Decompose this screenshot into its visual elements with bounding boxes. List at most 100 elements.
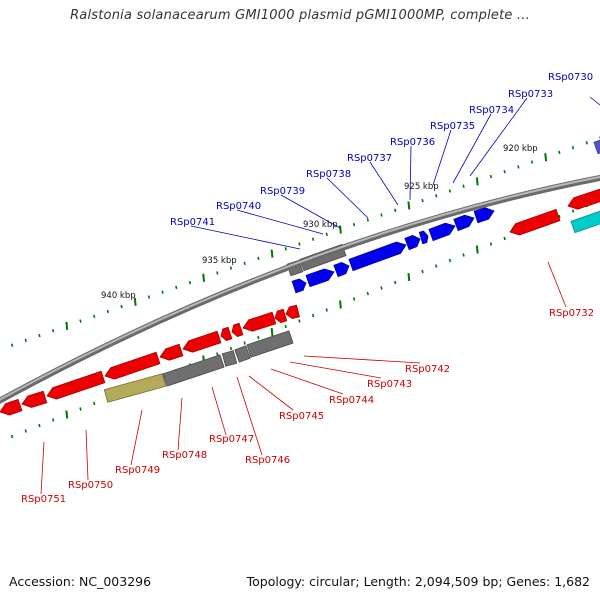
scale-tick — [229, 346, 233, 351]
scale-labels: 920 kbp 925 kbp 930 kbp 935 kbp 940 kbp — [101, 144, 538, 301]
gene-rsp0745 — [242, 311, 277, 332]
gene-rsp0735 — [428, 222, 456, 242]
scale-tick — [106, 309, 110, 314]
scale-tick — [393, 280, 397, 285]
leader-line — [190, 225, 301, 250]
scale-tick — [202, 273, 206, 282]
label-leader-lines — [40, 96, 600, 495]
scale-tick — [270, 327, 274, 337]
forward-gene-label: RSp0735 — [430, 121, 475, 132]
scale-tick — [24, 429, 27, 433]
scale-tick — [311, 237, 315, 241]
leader-line — [211, 386, 227, 436]
gene-cyan — [570, 210, 600, 234]
scale-tick — [517, 165, 520, 169]
backbone-highlight — [0, 175, 600, 401]
scale-tick — [571, 209, 575, 213]
scale-tick — [92, 401, 96, 406]
scale-tick — [65, 410, 69, 419]
scale-tick — [51, 329, 55, 333]
forward-gene-label: RSp0741 — [170, 217, 215, 228]
scale-tick — [161, 290, 164, 294]
gene-rsp0744 — [274, 308, 288, 323]
scale-tick — [133, 297, 137, 306]
leader-line — [289, 361, 382, 379]
scale-tick — [462, 184, 465, 188]
scale-tick — [65, 321, 69, 331]
scale-tick — [51, 418, 55, 422]
feature-labels: RSp0730 RSp0733 RSp0734 RSp0735 RSp0736 RSp07… — [21, 72, 594, 505]
forward-gene-label: RSp0736 — [390, 137, 435, 148]
forward-gene-label: RSp0730 — [548, 72, 593, 83]
scale-tick — [380, 213, 383, 217]
scale-tick — [120, 304, 123, 309]
leader-line — [452, 113, 492, 184]
forward-gene-label: RSp0734 — [469, 105, 514, 116]
scale-tick — [475, 177, 479, 186]
forward-gene-label: RSp0740 — [216, 201, 261, 212]
scale-tick — [544, 153, 548, 162]
scale-tick — [79, 407, 82, 411]
scale-tick — [243, 341, 246, 345]
gene-rsp0737 — [404, 234, 421, 251]
reverse-gene-label: RSp0747 — [209, 434, 254, 445]
scale-tick — [92, 314, 96, 318]
leader-line — [40, 441, 45, 495]
scale-tick — [10, 434, 14, 439]
scale-tick — [243, 261, 246, 265]
scale-tick — [448, 189, 452, 193]
scale-tick — [79, 319, 82, 323]
scale-tick — [475, 245, 479, 254]
leader-line — [369, 161, 399, 206]
gene-rsp0738 — [348, 241, 407, 272]
scale-tick — [407, 201, 411, 210]
scale-label: 940 kbp — [101, 291, 136, 301]
reverse-gene-label: RSp0746 — [245, 455, 290, 466]
reverse-gene-label: RSp0750 — [68, 480, 113, 491]
accession-text: Accession: NC_003296 — [9, 574, 152, 589]
gene-rsp0747 — [182, 330, 222, 353]
gene-rsp0731 — [567, 188, 600, 210]
leader-line — [589, 96, 600, 106]
scale-tick — [216, 271, 219, 275]
gene-rsp0746b — [220, 326, 233, 341]
scale-tick — [366, 291, 369, 296]
leader-line — [469, 97, 528, 177]
scale-tick — [435, 264, 438, 268]
map-title: Ralstonia solanacearum GMI1000 plasmid p… — [70, 8, 530, 23]
gene-features — [0, 139, 600, 416]
topology-info: Topology: circular; Length: 2,094,509 bp… — [246, 574, 590, 589]
scale-tick — [325, 308, 328, 312]
scale-tick — [503, 170, 506, 174]
scale-tick — [352, 223, 356, 227]
scale-tick — [339, 225, 342, 234]
gene-rsp0751 — [0, 398, 23, 416]
scale-tick — [188, 280, 192, 285]
scale-tick — [585, 141, 588, 145]
leader-line — [432, 129, 452, 186]
gene-rsp0749 — [46, 370, 106, 400]
leader-line — [177, 397, 183, 451]
reverse-gene-label: RSp0744 — [329, 395, 374, 406]
reverse-gene-label: RSp0743 — [367, 379, 412, 390]
scale-tick — [558, 150, 561, 155]
scale-tick — [421, 269, 424, 274]
gene-rsp0730 — [593, 139, 600, 155]
leader-line — [547, 261, 567, 308]
reverse-gene-label: RSp0745 — [279, 411, 324, 422]
scale-tick — [435, 194, 438, 198]
forward-gene-label: RSp0737 — [347, 153, 392, 164]
gene-gray-inner-2 — [221, 350, 238, 367]
gene-rsp0750 — [21, 390, 48, 408]
gene-rsp0732 — [509, 208, 561, 236]
scale-label: 920 kbp — [503, 144, 538, 154]
scale-tick — [298, 242, 301, 246]
scale-label: 925 kbp — [404, 182, 439, 192]
scale-tick — [38, 333, 41, 338]
scale-tick — [448, 258, 452, 263]
scale-tick — [489, 242, 493, 246]
scale-tick — [284, 247, 287, 251]
scale-ticks-inner — [10, 198, 600, 439]
scale-tick — [393, 208, 397, 212]
